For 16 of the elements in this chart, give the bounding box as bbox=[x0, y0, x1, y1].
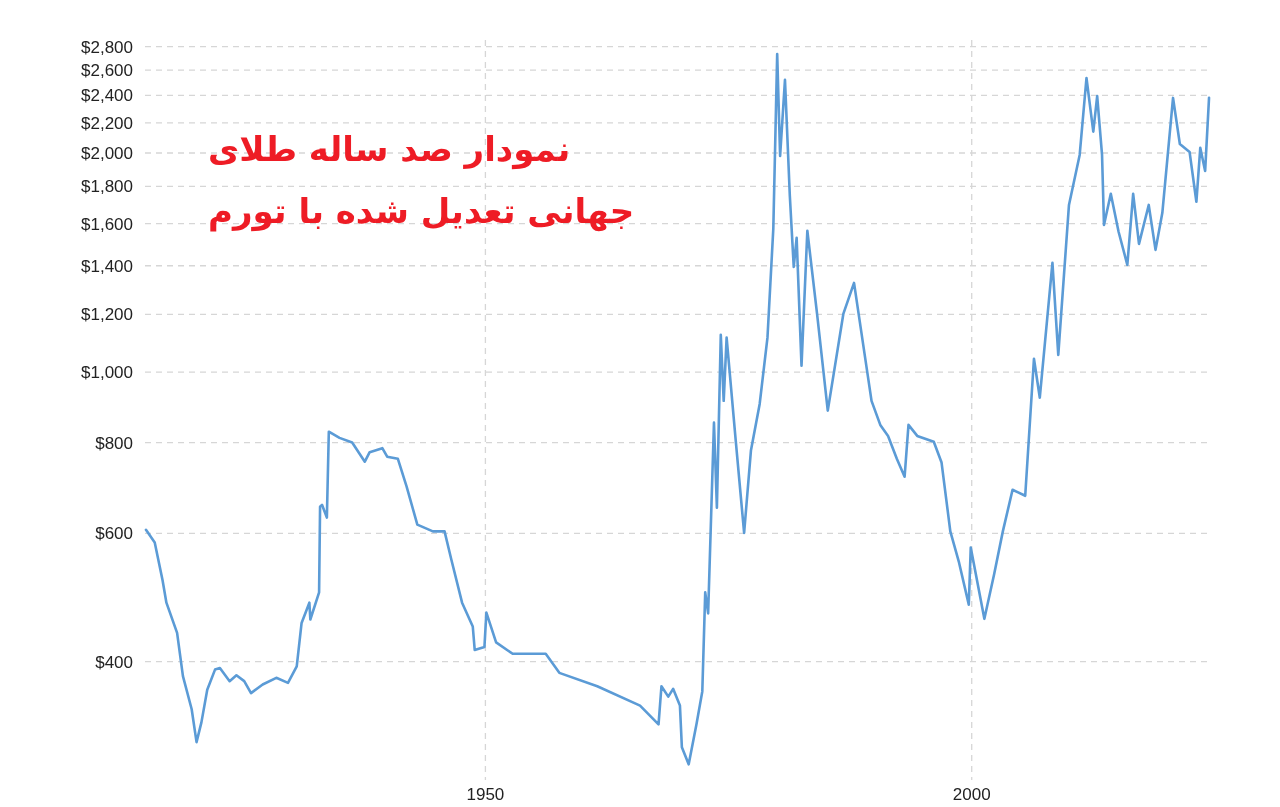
y-tick-label: $1,600 bbox=[81, 214, 133, 234]
y-tick-label: $800 bbox=[95, 433, 133, 453]
y-tick-label: $2,600 bbox=[81, 61, 133, 81]
y-tick-label: $1,000 bbox=[81, 363, 133, 383]
text: نمودار صد ساله طلای جهانی تعدیل شده با تورم bbox=[208, 128, 636, 234]
y-tick-label: $600 bbox=[95, 524, 133, 544]
x-tick-label: 1950 bbox=[466, 785, 505, 804]
y-tick-label: $2,400 bbox=[81, 86, 133, 106]
y-tick-label: $2,200 bbox=[81, 113, 133, 133]
y-tick-label: $2,000 bbox=[81, 144, 133, 164]
y-tick-label: $1,200 bbox=[81, 305, 133, 325]
x-tick-label: 2000 bbox=[952, 785, 991, 804]
y-tick-label: $1,800 bbox=[81, 177, 133, 197]
y-tick-label: $400 bbox=[95, 652, 133, 672]
y-tick-label: $1,400 bbox=[81, 256, 133, 276]
y-tick-label: $2,800 bbox=[81, 37, 133, 57]
